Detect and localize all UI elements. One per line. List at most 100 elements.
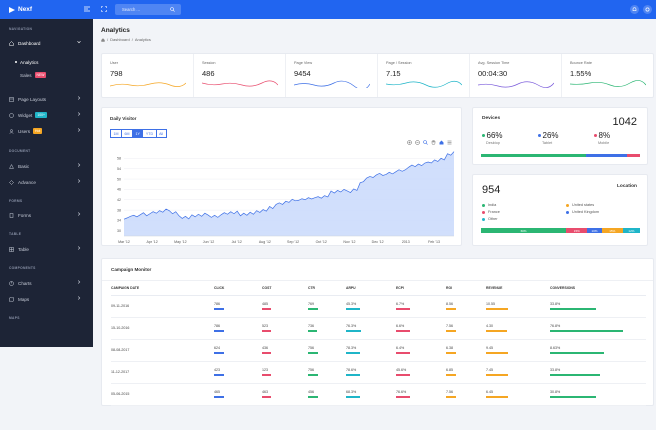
zoom-in-icon[interactable]: [407, 140, 412, 145]
column-header[interactable]: ROI: [446, 281, 486, 296]
table-row[interactable]: 05-06-2015 465 463 456 68.3% 76.6% 7.56 6.45 30.…: [111, 383, 646, 406]
search-box[interactable]: Search ...: [115, 4, 181, 15]
cell-value: 6.6%: [396, 324, 405, 329]
metric-bar: [486, 352, 509, 354]
y-tick-label: 54: [117, 167, 121, 171]
new-badge: NEW: [34, 72, 47, 78]
x-tick-label: 2013: [402, 240, 410, 244]
metric-bar: [550, 396, 597, 398]
table-cell: 463: [262, 383, 308, 406]
sidebar-item-table[interactable]: Table: [0, 242, 93, 256]
stat-page-view: Page View 9454: [286, 54, 378, 97]
home-icon[interactable]: [101, 37, 105, 42]
cell-value: 76.6%: [396, 390, 407, 395]
table-row[interactable]: 09-11-2016 786 485 769 45.3% 6.7% 8.56 10.55 33.…: [111, 295, 646, 318]
sidebar-item-label: Advance: [18, 179, 36, 185]
column-header[interactable]: REVENUE: [486, 281, 550, 296]
sparkline: [202, 80, 278, 87]
device-tablet: 26% Tablet: [538, 131, 559, 145]
metric-bar: [308, 308, 319, 310]
notification-button[interactable]: [630, 5, 639, 14]
column-header[interactable]: CAMPAIGN DATE: [111, 281, 214, 296]
device-label: Desktop: [486, 141, 500, 145]
table-cell: 8.63%: [550, 339, 646, 362]
column-header[interactable]: ARPU: [346, 281, 396, 296]
cell-value: 4.30: [486, 324, 493, 329]
metric-bar: [446, 374, 456, 376]
series-line: [123, 151, 455, 220]
settings-button[interactable]: [643, 5, 652, 14]
sidebar-item-page-layouts[interactable]: Page Layouts: [0, 92, 93, 106]
sidebar-item-dashboard[interactable]: Dashboard: [0, 36, 93, 50]
range-1m[interactable]: 1M: [110, 129, 122, 138]
sidebar-subitem-sales[interactable]: Sales NEW: [0, 68, 93, 82]
table-cell: 756: [308, 361, 346, 384]
table-cell: 05-06-2015: [111, 383, 214, 406]
sidebar-item-forms[interactable]: Forms: [0, 208, 93, 222]
logo-bar: Nexf: [0, 0, 93, 19]
column-header[interactable]: CONVERSIONS: [550, 281, 646, 296]
cell-value: 423: [214, 368, 220, 373]
search-icon[interactable]: [170, 7, 175, 12]
search-input[interactable]: Search ...: [122, 7, 140, 12]
device-value: 26%: [542, 131, 559, 140]
column-header[interactable]: COST: [262, 281, 308, 296]
sidebar-subitem-analytics[interactable]: Analytics: [0, 55, 93, 69]
sidebar-item-maps[interactable]: Maps: [0, 292, 93, 306]
stat-value: 9454: [294, 69, 311, 78]
breadcrumb-dashboard[interactable]: Dashboard: [110, 37, 130, 42]
sidebar-item-basic[interactable]: Basic: [0, 159, 93, 173]
table-row[interactable]: 15-10-2016 786 523 736 76.3% 6.6% 7.56 4.30 76.8…: [111, 317, 646, 340]
x-tick-label: May '12: [174, 240, 186, 244]
metric-bar: [262, 374, 272, 376]
y-tick-label: 58: [117, 157, 121, 161]
chevron-right-icon: [77, 296, 81, 300]
table-cell: 7.56: [446, 317, 486, 340]
bullet-icon: [15, 61, 17, 63]
menu-toggle-icon[interactable]: [84, 6, 90, 12]
cell-value: 6.85: [446, 368, 453, 373]
fullscreen-icon[interactable]: [101, 6, 107, 12]
range-6m[interactable]: 6M: [122, 129, 133, 138]
cell-value: 45.3%: [346, 302, 357, 307]
chevron-right-icon: [77, 179, 81, 183]
sidebar-item-users[interactable]: Users Hot: [0, 124, 93, 138]
column-header[interactable]: ECPI: [396, 281, 446, 296]
cell-value: 8.63%: [550, 346, 561, 351]
cell-value: 76.8%: [550, 324, 561, 329]
column-header[interactable]: CTR: [308, 281, 346, 296]
cell-value: 6.38: [446, 346, 453, 351]
magnifier-icon[interactable]: [423, 140, 428, 145]
cell-value: 7.56: [446, 324, 453, 329]
sidebar-item-advance[interactable]: Advance: [0, 175, 93, 189]
pan-icon[interactable]: [431, 140, 436, 145]
home-reset-icon[interactable]: [439, 140, 444, 145]
table-cell: 7.56: [446, 383, 486, 406]
cell-value: 436: [262, 346, 268, 351]
menu-icon[interactable]: [447, 140, 452, 145]
sparkline: [110, 82, 186, 87]
range-ytd[interactable]: YTD: [143, 129, 157, 138]
sidebar-item-label: Page Layouts: [18, 96, 47, 102]
metric-bar: [346, 352, 360, 354]
y-tick-label: 46: [117, 188, 121, 192]
cell-value: 08-08-2017: [111, 348, 130, 352]
column-header[interactable]: CLICK: [214, 281, 262, 296]
dot-icon: [482, 210, 485, 214]
table-cell: 6.38: [446, 339, 486, 362]
sidebar-item-charts[interactable]: Charts: [0, 276, 93, 290]
stat-value: 798: [110, 69, 123, 78]
x-tick-label: Feb '13: [428, 240, 440, 244]
table-row[interactable]: 11-12-2017 423 123 756 78.6% 45.6% 6.85 7.45 33.…: [111, 361, 646, 384]
stat-value: 1.55%: [570, 69, 592, 78]
y-tick-label: 38: [117, 208, 121, 212]
table-row[interactable]: 08-08-2017 624 436 756 78.3% 6.4% 6.38 9.45 8.63…: [111, 339, 646, 362]
sidebar-item-widget[interactable]: Widget 100+: [0, 108, 93, 122]
sidebar-item-label: Basic: [18, 163, 30, 169]
metric-bar: [262, 308, 272, 310]
range-all[interactable]: All: [156, 129, 167, 138]
zoom-out-icon[interactable]: [415, 140, 420, 145]
stat-value: 486: [202, 69, 215, 78]
range-1y[interactable]: 1Y: [133, 129, 144, 138]
table-header-row: CAMPAIGN DATE CLICK COST CTR ARPU ECPI ROI REVE…: [111, 281, 646, 296]
